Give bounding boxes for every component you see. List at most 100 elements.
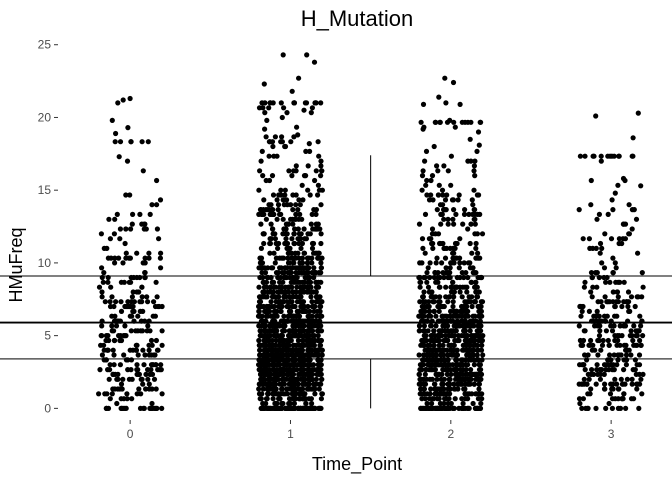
data-point-t1 [260,231,266,237]
data-point-t1 [257,299,264,305]
data-point-t0 [115,376,121,382]
data-point-t2 [441,357,448,363]
data-point-t0 [113,130,119,137]
data-point-t3 [594,216,600,222]
data-point-t1 [309,211,315,217]
data-point-t2 [462,376,469,382]
data-point-t2 [448,182,454,188]
data-point-t1 [274,308,280,314]
data-point-t1 [277,405,283,411]
data-point-t2 [442,313,448,319]
data-point-t0 [142,270,148,276]
data-point-t3 [605,337,611,344]
data-point-t2 [438,376,444,382]
data-point-t0 [129,221,135,227]
data-point-t3 [628,328,634,334]
data-point-t1 [313,279,319,285]
data-point-t2 [443,265,449,271]
data-point-t3 [613,279,619,285]
data-point-t1 [263,284,270,290]
data-point-t2 [469,333,475,339]
data-point-t1 [295,207,301,213]
data-point-t1 [257,342,263,348]
data-point-t2 [441,216,447,222]
data-point-t0 [123,250,129,256]
data-point-t2 [472,173,478,179]
data-point-t3 [610,362,616,368]
data-point-t1 [280,279,286,285]
data-point-t0 [139,294,145,300]
data-point-t1 [263,313,270,319]
data-point-t0 [151,299,157,305]
data-point-t3 [614,313,620,319]
data-point-t2 [450,79,457,86]
x-tick-label: 2 [447,427,454,441]
data-point-t2 [422,328,428,334]
data-point-t3 [582,279,588,285]
data-point-t2 [459,405,465,411]
data-point-t2 [470,400,476,407]
data-point-t1 [284,367,290,373]
data-point-t1 [280,216,286,222]
y-tick-label: 20 [38,110,52,124]
data-point-t1 [301,226,307,232]
data-point-t2 [434,255,440,261]
data-point-t0 [135,313,141,319]
data-point-t0 [120,376,126,382]
data-point-t2 [461,328,467,334]
data-point-t2 [474,294,480,300]
data-point-t3 [615,299,622,305]
data-point-t1 [288,265,294,271]
data-point-t3 [638,323,644,329]
data-point-t3 [610,270,616,276]
data-point-t2 [457,284,463,290]
data-point-t2 [463,313,470,319]
data-point-t3 [628,352,634,358]
data-point-t1 [284,197,290,203]
data-point-t1 [311,250,317,256]
data-point-t0 [148,352,154,358]
data-point-t2 [475,129,482,135]
data-point-t2 [472,231,478,237]
data-point-t0 [148,337,155,344]
data-point-t0 [158,265,164,271]
data-point-t1 [295,132,301,138]
data-point-t0 [154,202,160,208]
data-point-t1 [295,236,301,242]
data-point-t2 [416,313,422,319]
data-point-t2 [473,255,479,261]
data-point-t1 [282,362,288,368]
data-point-t1 [299,371,305,377]
data-point-t1 [265,391,272,397]
data-point-t2 [445,221,451,227]
data-point-t3 [606,342,612,348]
data-point-t2 [443,367,449,373]
data-point-t2 [444,192,450,198]
data-point-t0 [124,158,131,164]
data-point-t1 [271,386,277,392]
data-point-t1 [270,352,276,358]
data-point-t3 [610,299,616,305]
data-point-t2 [425,265,431,271]
data-point-t0 [159,391,165,397]
data-point-t2 [479,299,486,305]
data-point-t0 [105,405,112,411]
data-point-t3 [615,337,621,344]
data-point-t2 [433,279,439,285]
data-point-t1 [279,333,285,339]
data-point-t1 [260,386,266,392]
data-point-t1 [258,255,265,261]
data-point-t2 [424,357,430,363]
data-point-t1 [315,250,322,256]
data-point-t1 [282,187,288,193]
data-point-t2 [444,270,450,276]
data-point-t3 [607,391,614,397]
data-point-t2 [462,299,468,305]
data-point-t1 [318,405,324,411]
data-point-t2 [473,279,479,285]
y-axis-label: HMuFreq [6,227,26,302]
data-point-t2 [467,328,473,334]
data-point-t1 [299,386,305,392]
data-point-t0 [118,337,125,344]
